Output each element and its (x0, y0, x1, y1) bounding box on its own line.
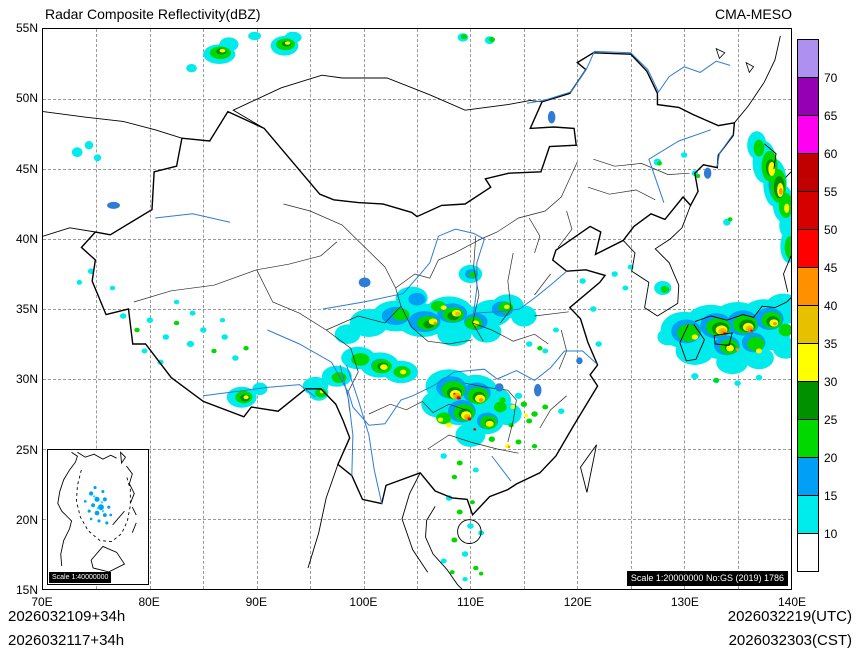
lon-tick-label: 120E (563, 595, 592, 609)
lon-tick-label: 80E (138, 595, 160, 609)
colorbar-segment (797, 39, 819, 78)
colorbar-tick-label: 25 (824, 413, 838, 427)
colorbar-tick-label: 70 (824, 71, 838, 85)
inset-map-canvas (57, 451, 137, 573)
map-plot-area: Scale 1:40000000 Scale 1:20000000 No:GS … (42, 28, 792, 590)
colorbar-tick-label: 65 (824, 109, 838, 123)
taiwan-outline (580, 445, 596, 493)
colorbar-segment (797, 495, 819, 534)
echo-intensity-layer (458, 397, 471, 421)
colorbar-segment (797, 267, 819, 306)
lat-tick-label: 15N (15, 583, 38, 597)
lon-tick-label: 130E (670, 595, 699, 609)
page-title: Radar Composite Reflectivity(dBZ) (45, 6, 261, 22)
lon-tick-label: 70E (31, 595, 53, 609)
colorbar-segment (797, 153, 819, 192)
inset-philippines-coast (112, 465, 137, 533)
colorbar-tick-label: 35 (824, 337, 838, 351)
lon-tick-label: 110E (456, 595, 485, 609)
init-time-utc: 2026032109+34h (8, 608, 126, 625)
gridline-parallel (43, 449, 791, 450)
south-china-sea-inset: Scale 1:40000000 (47, 449, 149, 585)
colorbar-segment (797, 77, 819, 116)
colorbar-tick-label: 50 (824, 223, 838, 237)
colorbar-tick-label: 30 (824, 375, 838, 389)
neighbor-border-mongolia (233, 75, 542, 128)
geography-layer (43, 36, 791, 589)
colorbar-tick-label: 45 (824, 261, 838, 275)
gridline-parallel (43, 99, 791, 100)
colorbar-segment (797, 229, 819, 268)
lat-tick-label: 45N (15, 161, 38, 176)
inset-mainland-coast (57, 451, 78, 567)
gridline-parallel (43, 239, 791, 240)
radar-echo-layer (71, 31, 791, 582)
map-canvas (43, 31, 791, 589)
rivers (155, 51, 733, 503)
indochina-borders (308, 464, 462, 589)
gridline-parallel (43, 519, 791, 520)
colorbar-segment (797, 343, 819, 382)
colorbar-segment (797, 457, 819, 496)
colorbar-segment (797, 419, 819, 458)
gridline-parallel (43, 379, 791, 380)
lat-tick-label: 55N (15, 21, 38, 35)
small-islands (716, 49, 753, 73)
colorbar-tick-label: 60 (824, 147, 838, 161)
colorbar-segment (797, 115, 819, 154)
colorbar-segment (797, 191, 819, 230)
lat-tick-label: 25N (15, 442, 38, 457)
hainan-outline (458, 520, 482, 544)
colorbar-tick-label: 20 (824, 451, 838, 465)
lat-tick-label: 20N (15, 512, 38, 527)
valid-time-cst: 2026032303(CST) (728, 632, 852, 649)
echo-intensity-layer (216, 40, 785, 428)
lon-tick-label: 90E (245, 595, 267, 609)
neighbor-border-central-asia (43, 112, 182, 237)
korea-coastline (623, 205, 690, 316)
colorbar (797, 39, 819, 572)
lat-tick-label: 40N (15, 231, 38, 246)
colorbar-tick-label: 55 (824, 185, 838, 199)
lat-tick-label: 35N (15, 302, 38, 316)
map-scale-note: Scale 1:20000000 No:GS (2019) 1786 (626, 571, 788, 586)
colorbar-segment (797, 381, 819, 420)
province-borders (134, 159, 690, 453)
colorbar-segment (797, 305, 819, 344)
inset-scale-note: Scale 1:40000000 (49, 572, 112, 583)
china-national-boundary (81, 53, 734, 515)
inset-radar-echoes (83, 486, 113, 525)
inset-borneo-coast (90, 545, 126, 573)
colorbar-tick-label: 10 (824, 527, 838, 541)
lat-tick-label: 50N (15, 91, 38, 106)
japan-coastline (680, 256, 791, 361)
lakes-layer (107, 110, 712, 397)
valid-time-utc: 2026032219(UTC) (727, 608, 852, 625)
lat-tick-label: 30N (15, 372, 38, 387)
lon-tick-label: 140E (777, 595, 807, 609)
model-name-label: CMA-MESO (715, 6, 792, 22)
init-time-cst: 2026032117+34h (8, 632, 125, 649)
colorbar-tick-label: 40 (824, 299, 838, 313)
lon-tick-label: 100E (349, 595, 378, 609)
russia-coastline (734, 36, 791, 177)
inset-nine-dash-line (75, 469, 131, 542)
gridline-parallel (43, 169, 791, 170)
colorbar-tick-label: 15 (824, 489, 838, 503)
colorbar-segment (797, 533, 819, 572)
inset-china-taiwan-coast (77, 451, 127, 465)
